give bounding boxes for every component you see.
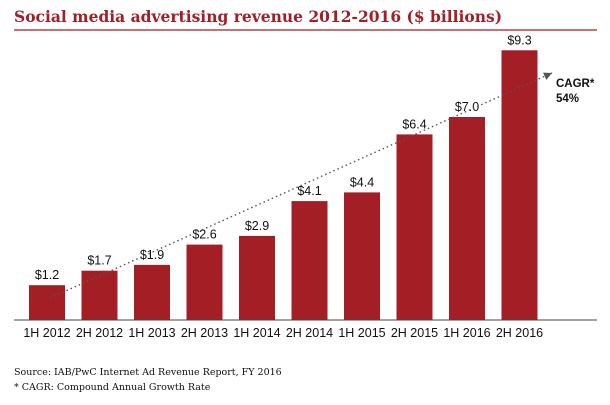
x-tick-label-8: 2H 2015 — [391, 326, 438, 340]
bars-group: $1.2 1H 2012 $1.7 2H 2012 $1.9 1H 2013 $2.6 2H … — [23, 33, 543, 340]
value-label-2: $1.7 — [87, 254, 111, 268]
value-label-4: $2.6 — [192, 228, 216, 242]
trend-group — [49, 72, 553, 299]
bar-10 — [501, 50, 538, 321]
cagr-arrow-head — [543, 72, 552, 80]
cagr-trend-line — [49, 72, 553, 299]
chart-title: Social media advertising revenue 2012-20… — [14, 7, 502, 26]
x-tick-label-3: 1H 2013 — [128, 326, 175, 340]
x-tick-label-4: 2H 2013 — [181, 326, 228, 340]
value-label-8: $6.4 — [402, 117, 426, 131]
bar-5 — [239, 235, 275, 320]
bar-2 — [81, 270, 118, 320]
x-tick-label-2: 2H 2012 — [76, 326, 123, 340]
bar-3 — [134, 264, 170, 320]
footer-note: * CAGR: Compound Annual Growth Rate — [14, 382, 211, 393]
x-tick-label-9: 1H 2016 — [443, 326, 490, 340]
bar-7 — [344, 192, 380, 320]
cagr-label: CAGR* — [556, 78, 595, 90]
bar-6 — [291, 201, 328, 320]
x-tick-label-6: 2H 2014 — [286, 326, 333, 340]
value-label-1: $1.2 — [35, 268, 59, 282]
bar-9 — [449, 117, 485, 320]
x-tick-label-1: 1H 2012 — [23, 326, 70, 340]
bar-8 — [396, 134, 433, 320]
value-label-10: $9.3 — [507, 33, 531, 47]
cagr-value: 54% — [556, 93, 579, 105]
x-tick-label-5: 1H 2014 — [233, 326, 280, 340]
value-label-5: $2.9 — [245, 219, 269, 233]
value-label-6: $4.1 — [297, 184, 321, 198]
value-label-3: $1.9 — [140, 248, 164, 262]
value-label-7: $4.4 — [350, 175, 374, 189]
footer-source: Source: IAB/PwC Internet Ad Revenue Repo… — [14, 367, 282, 378]
x-tick-label-10: 2H 2016 — [496, 326, 543, 340]
value-label-9: $7.0 — [455, 100, 479, 114]
bar-4 — [186, 244, 223, 320]
bar-1 — [29, 285, 65, 320]
x-tick-label-7: 1H 2015 — [338, 326, 385, 340]
